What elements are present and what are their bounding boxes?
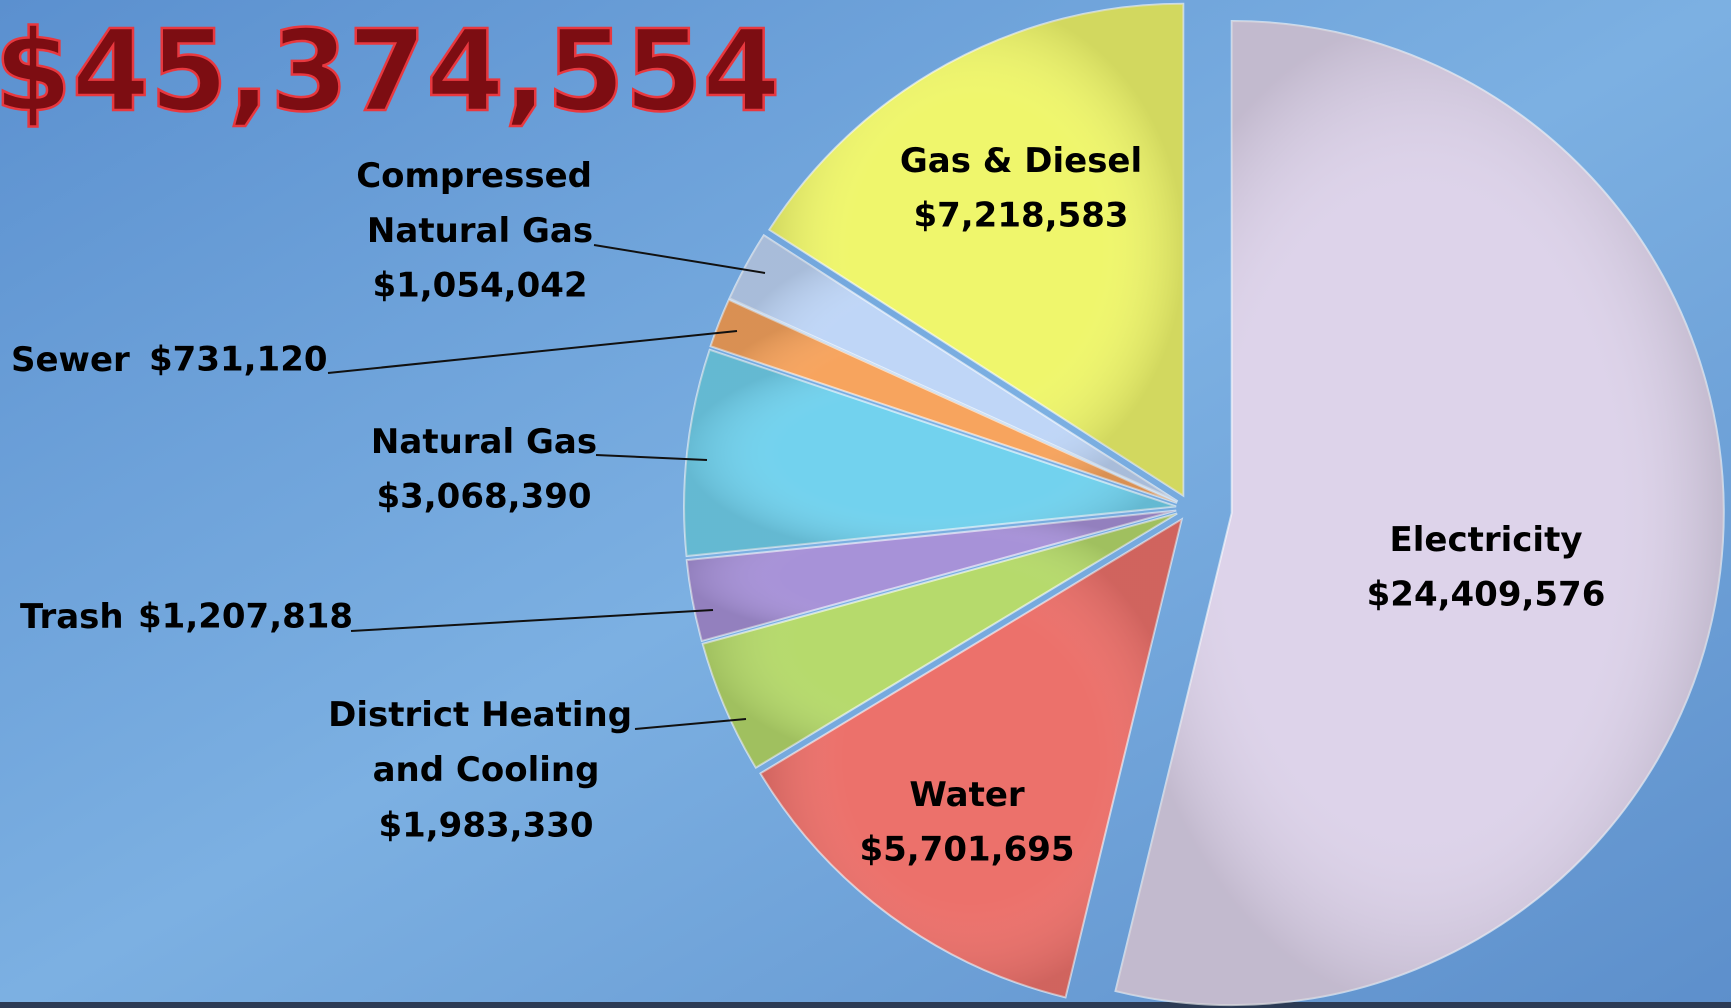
slice-value-label: $7,218,583 (913, 196, 1128, 236)
slice-value-label: $24,409,576 (1367, 575, 1606, 615)
slice-label: Water (909, 775, 1025, 815)
slice-value-label: $1,054,042 (372, 266, 587, 306)
slice-label: Natural Gas (371, 422, 597, 462)
slice-value-label: $3,068,390 (376, 477, 591, 517)
slice-value-label: $5,701,695 (859, 830, 1074, 870)
chart: $45,374,554 Electricity $24,409,576 Water $… (0, 0, 1731, 1008)
chart-title: $45,374,554 (0, 7, 780, 137)
slice-label: Trash (20, 597, 124, 637)
slice-value-label: $1,983,330 (378, 806, 593, 846)
slice-label: Electricity (1390, 520, 1583, 560)
slice-label: Gas & Diesel (900, 141, 1142, 181)
slice-value-label: $1,207,818 (138, 597, 353, 637)
bottom-band (0, 1002, 1731, 1008)
slice-value-label: $731,120 (149, 340, 328, 380)
slice-label: Sewer (11, 340, 130, 380)
